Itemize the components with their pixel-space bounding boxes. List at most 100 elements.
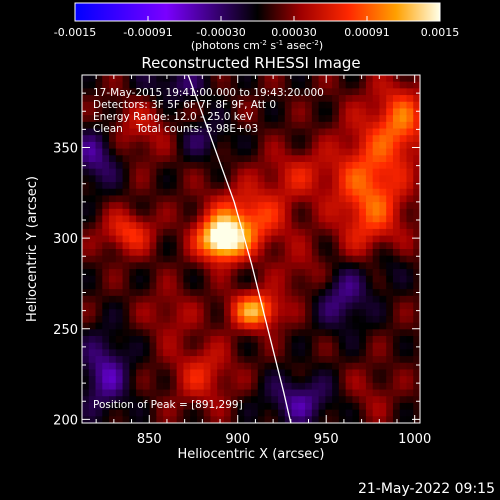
heatmap-cell bbox=[284, 349, 293, 357]
heatmap-cell bbox=[223, 269, 232, 277]
heatmap-cell bbox=[251, 322, 259, 330]
heatmap-cell bbox=[244, 389, 252, 397]
heatmap-cell bbox=[102, 168, 110, 176]
heatmap-cell bbox=[230, 295, 239, 304]
heatmap-cell bbox=[338, 269, 347, 277]
heatmap-cell bbox=[271, 382, 279, 391]
heatmap-cell bbox=[392, 168, 401, 176]
heatmap-cell bbox=[251, 188, 259, 197]
heatmap-cell bbox=[278, 242, 286, 250]
heatmap-cell bbox=[338, 88, 347, 96]
heatmap-cell bbox=[102, 175, 110, 183]
heatmap-cell bbox=[372, 295, 381, 304]
heatmap-cell bbox=[142, 342, 151, 350]
heatmap-cell bbox=[190, 108, 198, 116]
heatmap-cell bbox=[244, 349, 252, 357]
heatmap-cell bbox=[257, 369, 266, 377]
heatmap-cell bbox=[115, 141, 124, 150]
heatmap-cell bbox=[291, 242, 299, 250]
heatmap-cell bbox=[183, 95, 191, 103]
heatmap-cell bbox=[278, 362, 286, 371]
heatmap-cell bbox=[82, 215, 90, 223]
heatmap-cell bbox=[379, 262, 387, 270]
heatmap-cell bbox=[129, 289, 137, 297]
heatmap-cell bbox=[291, 101, 299, 110]
heatmap-cell bbox=[365, 135, 374, 143]
heatmap-cell bbox=[278, 175, 286, 183]
heatmap-cell bbox=[196, 282, 205, 290]
heatmap-cell bbox=[406, 269, 414, 277]
heatmap-cell bbox=[196, 141, 205, 150]
heatmap-cell bbox=[298, 108, 306, 116]
heatmap-cell bbox=[210, 255, 218, 263]
heatmap-cell bbox=[95, 95, 103, 103]
heatmap-cell bbox=[244, 362, 252, 371]
heatmap-cell bbox=[291, 141, 299, 150]
heatmap-cell bbox=[203, 295, 212, 304]
heatmap-cell bbox=[298, 95, 306, 103]
heatmap-cell bbox=[88, 315, 97, 324]
heatmap-cell bbox=[379, 242, 387, 250]
heatmap-cell bbox=[399, 322, 408, 330]
heatmap-cell bbox=[291, 356, 299, 364]
heatmap-cell bbox=[325, 155, 333, 163]
heatmap-cell bbox=[413, 409, 420, 417]
heatmap-cell bbox=[203, 88, 212, 96]
heatmap-cell bbox=[271, 155, 279, 163]
heatmap-cell bbox=[284, 155, 293, 163]
heatmap-cell bbox=[230, 282, 239, 290]
heatmap-cell bbox=[399, 115, 408, 123]
heatmap-cell bbox=[149, 242, 157, 250]
heatmap-cell bbox=[298, 289, 306, 297]
heatmap-cell bbox=[217, 382, 225, 391]
heatmap-cell bbox=[190, 409, 198, 417]
heatmap-cell bbox=[210, 409, 218, 417]
heatmap-cell bbox=[230, 141, 239, 150]
heatmap-cell bbox=[237, 369, 245, 377]
heatmap-cell bbox=[372, 88, 381, 96]
heatmap-cell bbox=[122, 396, 130, 404]
heatmap-cell bbox=[291, 215, 299, 223]
heatmap-cell bbox=[163, 295, 171, 304]
heatmap-cell bbox=[210, 175, 218, 183]
heatmap-cell bbox=[338, 262, 347, 270]
heatmap-cell bbox=[210, 349, 218, 357]
heatmap-cell bbox=[278, 202, 286, 210]
heatmap-cell bbox=[257, 101, 266, 110]
heatmap-cell bbox=[122, 128, 130, 136]
heatmap-cell bbox=[230, 81, 239, 89]
heatmap-cell bbox=[399, 228, 408, 237]
heatmap-cell bbox=[359, 255, 367, 263]
heatmap-cell bbox=[176, 88, 184, 96]
heatmap-cell bbox=[196, 389, 205, 397]
heatmap-cell bbox=[392, 108, 401, 116]
heatmap-cell bbox=[109, 289, 117, 297]
heatmap-cell bbox=[372, 222, 381, 230]
colorbar-label: (photons cm-2 s-1 asec-2) bbox=[191, 39, 323, 52]
heatmap-cell bbox=[95, 228, 103, 237]
heatmap-cell bbox=[203, 75, 212, 83]
heatmap-cell bbox=[136, 416, 144, 423]
heatmap-cell bbox=[183, 108, 191, 116]
heatmap-cell bbox=[311, 168, 320, 176]
heatmap-cell bbox=[244, 409, 252, 417]
heatmap-cell bbox=[271, 269, 279, 277]
heatmap-cell bbox=[237, 81, 245, 89]
heatmap-cell bbox=[325, 81, 333, 89]
heatmap-cell bbox=[392, 101, 401, 110]
heatmap-cell bbox=[176, 322, 184, 330]
heatmap-cell bbox=[372, 75, 381, 83]
heatmap-cell bbox=[237, 155, 245, 163]
heatmap-cell bbox=[305, 315, 313, 324]
heatmap-cell bbox=[136, 329, 144, 337]
heatmap-cell bbox=[257, 336, 266, 344]
heatmap-cell bbox=[305, 362, 313, 371]
heatmap-cell bbox=[291, 88, 299, 96]
heatmap-cell bbox=[230, 148, 239, 156]
heatmap-cell bbox=[210, 295, 218, 304]
heatmap-cell bbox=[176, 168, 184, 176]
heatmap-cell bbox=[264, 376, 272, 384]
heatmap-cell bbox=[372, 188, 381, 197]
heatmap-cell bbox=[210, 322, 218, 330]
heatmap-cell bbox=[264, 175, 272, 183]
